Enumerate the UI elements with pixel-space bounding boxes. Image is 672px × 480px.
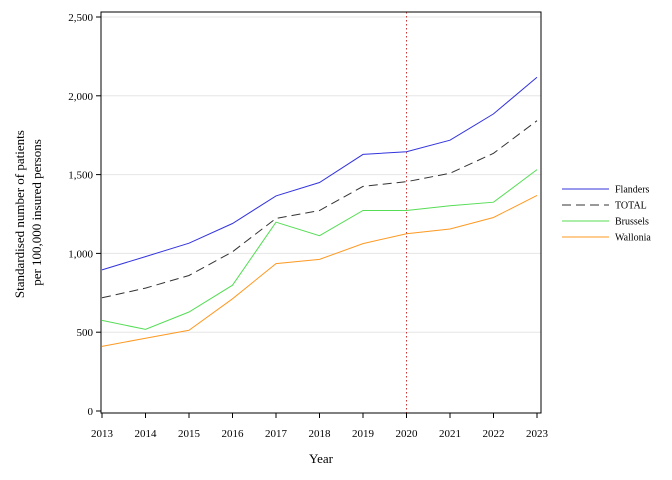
x-tick-label: 2022 [483,428,505,440]
x-tick-label: 2019 [352,428,375,440]
x-tick-label: 2014 [135,428,158,440]
x-tick-label: 2020 [396,428,419,440]
y-axis-title: Standardised number of patients per 100,… [12,127,44,298]
y-tick-label: 2,500 [68,12,93,24]
x-tick-label: 2015 [178,428,201,440]
legend-label-brussels: Brussels [615,217,649,228]
plot-frame [100,11,542,414]
x-tick-label: 2016 [222,428,245,440]
x-axis-title: Year [309,451,334,466]
y-axis-title-line-2: per 100,000 insured persons [29,139,44,286]
y-tick-label: 500 [77,327,94,339]
y-tick-label: 2,000 [68,91,93,103]
x-axis: 2013 2014 2015 2016 2017 2018 2019 2020 2021 2022… [91,413,549,440]
series-lines [101,76,538,347]
series-line-total [101,120,538,299]
x-tick-label: 2013 [91,428,114,440]
series-line-flanders [101,76,538,271]
y-tick-label: 1,000 [68,248,93,260]
series-line-wallonia [101,194,538,347]
legend-label-total: TOTAL [615,201,647,212]
legend: Flanders TOTAL Brussels Wallonia [562,185,651,244]
y-tick-label: 1,500 [68,170,93,182]
legend-label-flanders: Flanders [615,185,650,196]
x-tick-label: 2018 [309,428,332,440]
series-line-brussels [101,169,538,330]
y-axis: 0 500 1,000 1,500 2,000 2,500 [68,12,101,418]
x-tick-label: 2023 [526,428,549,440]
x-tick-label: 2017 [265,428,288,440]
legend-label-wallonia: Wallonia [615,233,651,244]
x-tick-label: 2021 [439,428,461,440]
y-axis-title-line-1: Standardised number of patients [12,130,27,298]
y-tick-label: 0 [88,406,94,418]
y-gridlines [101,16,541,333]
